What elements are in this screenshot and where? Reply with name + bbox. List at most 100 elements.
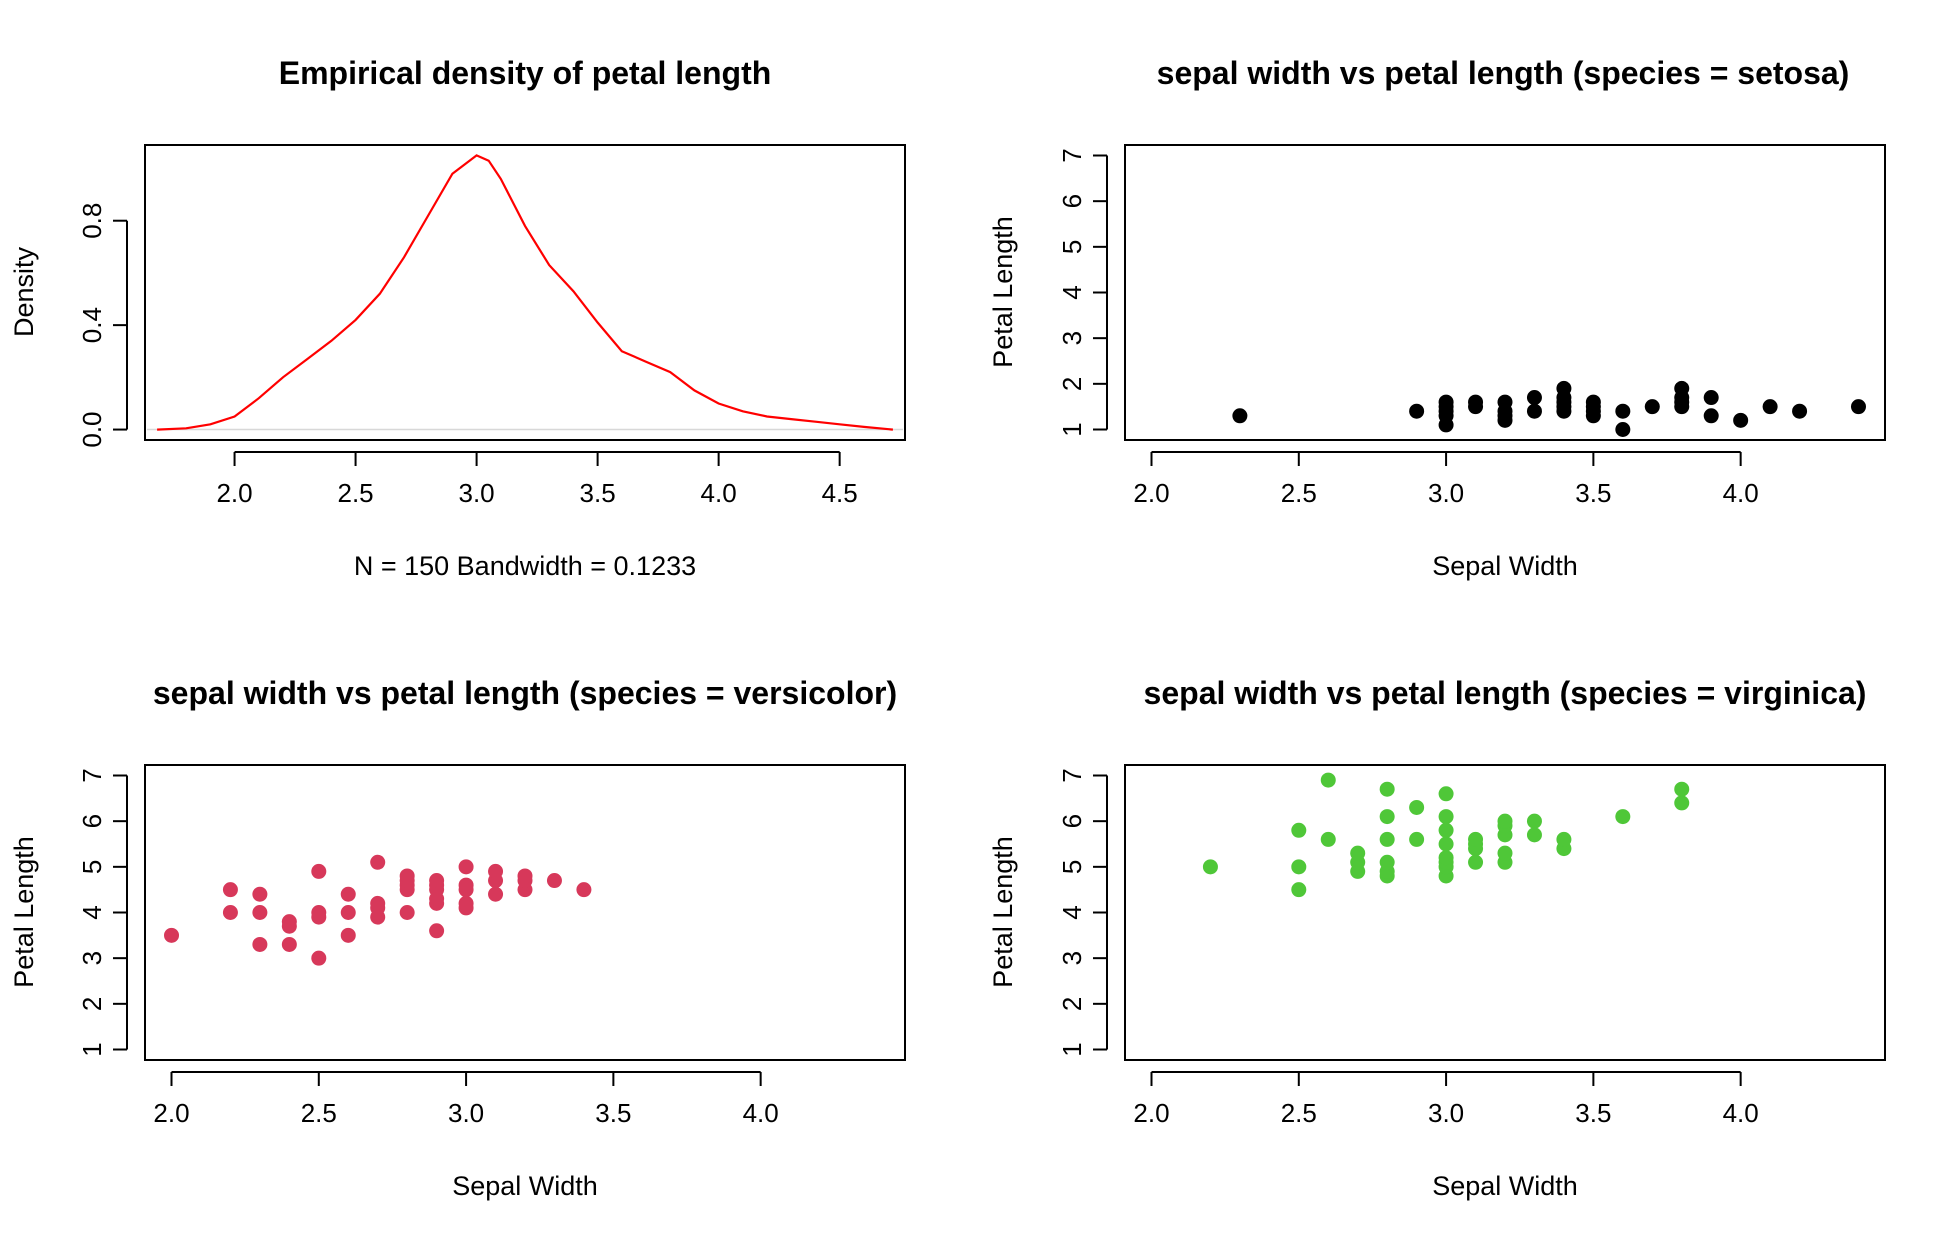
- virginica-point: [1438, 809, 1454, 825]
- setosa-point: [1438, 394, 1454, 410]
- virginica-point: [1202, 859, 1218, 875]
- density-y-tick-label: 0.8: [77, 203, 107, 239]
- density-curve-group: [147, 154, 903, 431]
- setosa-point: [1556, 380, 1572, 396]
- versicolor-y-tick-label: 2: [77, 997, 107, 1011]
- versicolor-point: [429, 923, 445, 939]
- virginica-plot-box: [1124, 764, 1886, 1061]
- setosa-point: [1703, 390, 1719, 406]
- setosa-y-tick-label: 1: [1057, 422, 1087, 436]
- versicolor-x-axis: 2.0 2.5 3.0 3.5 4.0: [153, 1071, 779, 1128]
- virginica-y-tick-label: 2: [1057, 997, 1087, 1011]
- virginica-points: [1202, 772, 1690, 898]
- density-x-tick-label: 2.5: [337, 478, 373, 508]
- virginica-y-tick-label: 5: [1057, 860, 1087, 874]
- virginica-point: [1438, 850, 1454, 866]
- virginica-point: [1291, 822, 1307, 838]
- versicolor-x-tick-label: 3.0: [448, 1098, 484, 1128]
- virginica-y-tick-label: 4: [1057, 905, 1087, 919]
- virginica-point: [1468, 831, 1484, 847]
- virginica-x-label: Sepal Width: [1432, 1171, 1578, 1201]
- versicolor-point: [281, 936, 297, 952]
- setosa-y-tick-label: 7: [1057, 148, 1087, 162]
- versicolor-x-tick-label: 2.5: [301, 1098, 337, 1128]
- versicolor-y-tick-label: 3: [77, 951, 107, 965]
- virginica-point: [1674, 781, 1690, 797]
- density-plot-box: [144, 144, 906, 441]
- versicolor-point: [488, 886, 504, 902]
- virginica-point: [1438, 836, 1454, 852]
- virginica-point: [1291, 882, 1307, 898]
- versicolor-point: [576, 882, 592, 898]
- virginica-point: [1438, 786, 1454, 802]
- setosa-x-axis: 2.0 2.5 3.0 3.5 4.0: [1133, 451, 1759, 508]
- setosa-point: [1232, 408, 1248, 424]
- virginica-x-tick-label: 3.5: [1575, 1098, 1611, 1128]
- setosa-point: [1762, 399, 1778, 415]
- setosa-point: [1615, 421, 1631, 437]
- setosa-point: [1409, 403, 1425, 419]
- setosa-y-axis: 1 2 3 4 5 6 7: [1057, 148, 1108, 437]
- virginica-y-tick-label: 7: [1057, 768, 1087, 782]
- setosa-y-tick-label: 5: [1057, 240, 1087, 254]
- virginica-x-tick-label: 2.5: [1281, 1098, 1317, 1128]
- versicolor-title: sepal width vs petal length (species = v…: [153, 675, 897, 711]
- setosa-point: [1526, 390, 1542, 406]
- virginica-point: [1468, 854, 1484, 870]
- versicolor-y-axis: 1 2 3 4 5 6 7: [77, 768, 128, 1057]
- versicolor-y-tick-label: 1: [77, 1042, 107, 1056]
- versicolor-point: [546, 873, 562, 889]
- versicolor-point: [458, 877, 474, 893]
- versicolor-point: [311, 905, 327, 920]
- versicolor-point: [458, 895, 474, 911]
- versicolor-point: [340, 905, 356, 920]
- setosa-x-label: Sepal Width: [1432, 551, 1578, 581]
- virginica-point: [1674, 795, 1690, 811]
- setosa-panel: sepal width vs petal length (species = s…: [988, 55, 1886, 581]
- setosa-points: [1232, 380, 1866, 437]
- density-x-tick-label: 2.0: [216, 478, 252, 508]
- virginica-y-tick-label: 1: [1057, 1042, 1087, 1056]
- setosa-point: [1850, 399, 1866, 415]
- versicolor-plot-box: [144, 764, 906, 1061]
- versicolor-point: [399, 905, 415, 920]
- virginica-panel: sepal width vs petal length (species = v…: [988, 675, 1886, 1201]
- virginica-point: [1409, 831, 1425, 847]
- virginica-y-tick-label: 3: [1057, 951, 1087, 965]
- versicolor-x-label: Sepal Width: [452, 1171, 598, 1201]
- setosa-x-tick-label: 2.5: [1281, 478, 1317, 508]
- setosa-point: [1703, 408, 1719, 424]
- setosa-y-tick-label: 4: [1057, 285, 1087, 299]
- versicolor-point: [517, 868, 533, 884]
- setosa-y-label: Petal Length: [988, 216, 1018, 368]
- virginica-point: [1379, 781, 1395, 797]
- versicolor-point: [399, 868, 415, 884]
- setosa-x-tick-label: 3.5: [1575, 478, 1611, 508]
- versicolor-y-tick-label: 4: [77, 905, 107, 919]
- setosa-point: [1674, 380, 1690, 396]
- virginica-point: [1320, 831, 1336, 847]
- versicolor-point: [429, 873, 445, 889]
- setosa-x-tick-label: 2.0: [1133, 478, 1169, 508]
- virginica-point: [1291, 859, 1307, 875]
- setosa-y-tick-label: 2: [1057, 377, 1087, 391]
- versicolor-point: [222, 882, 238, 898]
- density-y-tick-label: 0.0: [77, 411, 107, 447]
- setosa-point: [1644, 399, 1660, 415]
- density-x-tick-label: 3.5: [580, 478, 616, 508]
- virginica-point: [1497, 845, 1513, 861]
- setosa-point: [1526, 403, 1542, 419]
- setosa-point: [1585, 394, 1601, 410]
- versicolor-point: [164, 927, 180, 943]
- versicolor-point: [340, 886, 356, 902]
- virginica-point: [1379, 809, 1395, 825]
- setosa-point: [1792, 403, 1808, 419]
- density-x-axis: 2.0 2.5 3.0 3.5 4.0 4.5: [216, 451, 858, 508]
- setosa-x-tick-label: 3.0: [1428, 478, 1464, 508]
- virginica-point: [1526, 827, 1542, 843]
- virginica-title: sepal width vs petal length (species = v…: [1144, 675, 1867, 711]
- setosa-plot-box: [1124, 144, 1886, 441]
- setosa-point: [1468, 394, 1484, 410]
- virginica-x-tick-label: 4.0: [1723, 1098, 1759, 1128]
- density-y-label: Density: [9, 246, 39, 337]
